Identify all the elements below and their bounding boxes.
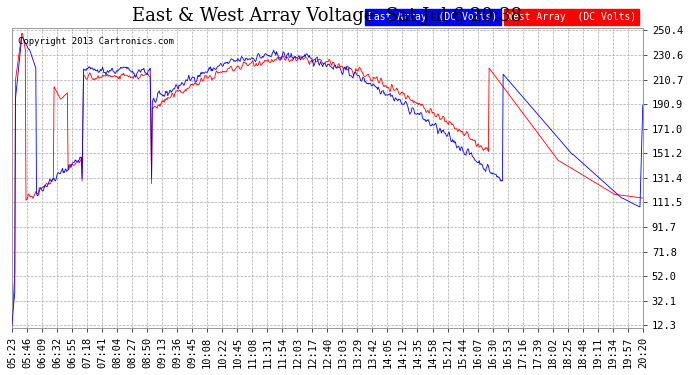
Text: Copyright 2013 Cartronics.com: Copyright 2013 Cartronics.com [18, 37, 174, 46]
Text: West Array  (DC Volts): West Array (DC Volts) [507, 12, 636, 22]
Title: East & West Array Voltage  Sat Jul 6 20:38: East & West Array Voltage Sat Jul 6 20:3… [132, 7, 522, 25]
Text: East Array  (DC Volts): East Array (DC Volts) [368, 12, 497, 22]
